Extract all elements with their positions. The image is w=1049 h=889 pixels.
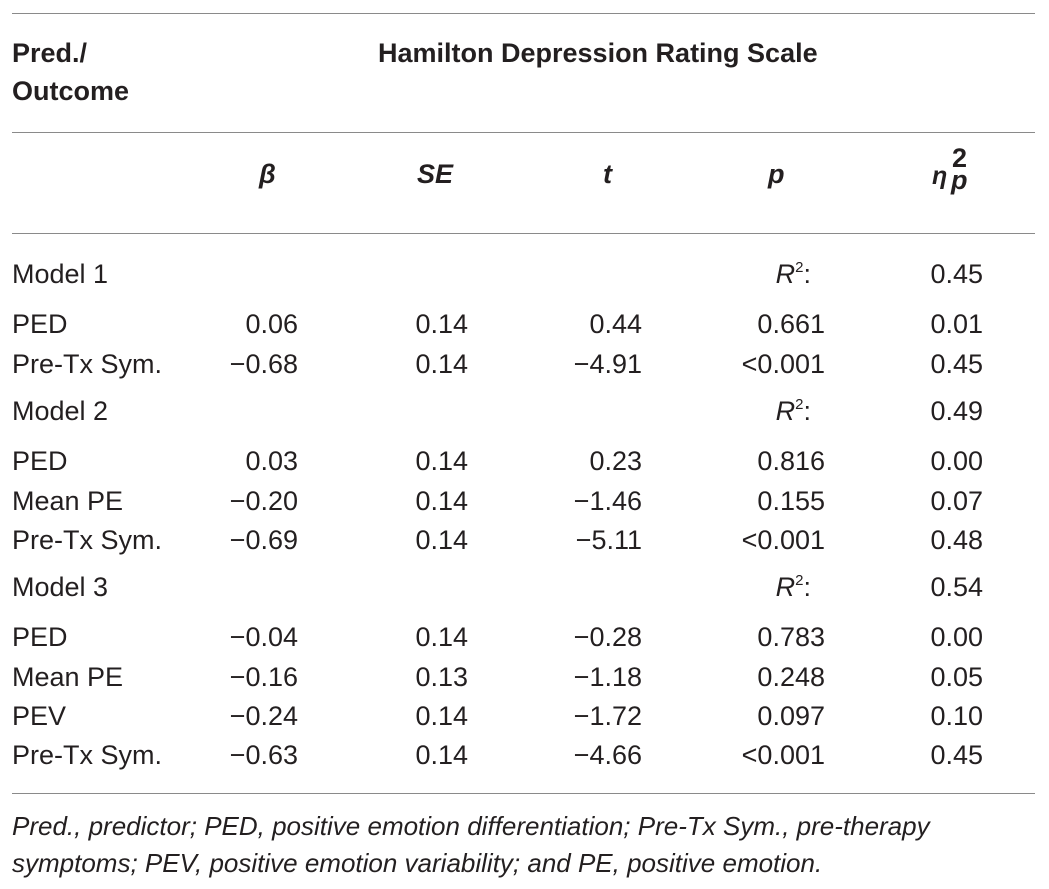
- cell-beta: −0.16: [229, 662, 298, 692]
- cell-p: 0.783: [757, 622, 825, 652]
- cell-beta: −0.69: [229, 525, 298, 555]
- cell-se: 0.14: [415, 349, 468, 379]
- cell-eta: 0.05: [930, 662, 983, 692]
- eta-superscript: 2: [952, 143, 968, 173]
- col-header-beta: β: [259, 159, 276, 189]
- r2-label: R2:: [651, 395, 811, 427]
- scale-title: Hamilton Depression Rating Scale: [378, 38, 818, 68]
- cell-eta: 0.00: [930, 446, 983, 476]
- r2-label: R2:: [651, 258, 811, 290]
- cell-p: 0.155: [757, 486, 825, 516]
- cell-t: −1.46: [573, 486, 642, 516]
- col-header-eta-squared: η 2 p: [932, 143, 982, 200]
- cell-t: 0.44: [589, 309, 642, 339]
- cell-se: 0.14: [415, 309, 468, 339]
- cell-beta: −0.24: [229, 701, 298, 731]
- eta-base: η: [932, 162, 948, 190]
- cell-eta: 0.10: [930, 701, 983, 731]
- cell-t: −1.72: [573, 701, 642, 731]
- header-rule: [12, 132, 1035, 133]
- cell-beta: −0.68: [229, 349, 298, 379]
- r2-value: 0.49: [930, 396, 983, 426]
- corner-label: Pred./ Outcome: [12, 34, 129, 110]
- r2-letter: R: [775, 572, 796, 602]
- row-predictor: Mean PE: [12, 486, 124, 516]
- cell-beta: 0.06: [245, 309, 298, 339]
- row-predictor: PED: [12, 309, 68, 339]
- r2-superscript: 2: [795, 572, 804, 589]
- r2-letter: R: [775, 396, 796, 426]
- cell-t: 0.23: [589, 446, 642, 476]
- r2-colon: :: [803, 572, 811, 602]
- row-predictor: Mean PE: [12, 662, 124, 692]
- cell-beta: −0.20: [229, 486, 298, 516]
- cell-beta: −0.63: [229, 740, 298, 770]
- cell-eta: 0.45: [930, 740, 983, 770]
- r2-value: 0.54: [930, 572, 983, 602]
- cell-eta: 0.48: [930, 525, 983, 555]
- cell-se: 0.13: [415, 662, 468, 692]
- cell-t: −4.91: [573, 349, 642, 379]
- cell-p: 0.816: [757, 446, 825, 476]
- cell-eta: 0.07: [930, 486, 983, 516]
- corner-label-line2: Outcome: [12, 76, 130, 106]
- table-footnote: Pred., predictor; PED, positive emotion …: [12, 811, 930, 878]
- cell-t: −4.66: [573, 740, 642, 770]
- cell-t: −1.18: [573, 662, 642, 692]
- eta-subscript: p: [951, 165, 968, 195]
- col-header-p: p: [768, 159, 785, 189]
- cell-p: <0.001: [741, 740, 825, 770]
- row-predictor: Pre-Tx Sym.: [12, 349, 163, 379]
- model-label: Model 2: [12, 396, 109, 426]
- row-predictor: PED: [12, 446, 68, 476]
- row-predictor: Pre-Tx Sym.: [12, 740, 163, 770]
- cell-p: <0.001: [741, 525, 825, 555]
- r2-label: R2:: [651, 571, 811, 603]
- row-predictor: Pre-Tx Sym.: [12, 525, 163, 555]
- cell-eta: 0.00: [930, 622, 983, 652]
- cell-t: −0.28: [573, 622, 642, 652]
- col-header-t: t: [603, 159, 612, 189]
- cell-eta: 0.01: [930, 309, 983, 339]
- cell-se: 0.14: [415, 740, 468, 770]
- corner-label-line1: Pred./: [12, 38, 88, 68]
- cell-se: 0.14: [415, 525, 468, 555]
- cell-p: <0.001: [741, 349, 825, 379]
- col-header-se: SE: [417, 159, 454, 189]
- cell-se: 0.14: [415, 446, 468, 476]
- model-label: Model 1: [12, 259, 109, 289]
- r2-colon: :: [803, 396, 811, 426]
- row-predictor: PED: [12, 622, 68, 652]
- top-rule: [12, 13, 1035, 14]
- cell-p: 0.097: [757, 701, 825, 731]
- cell-se: 0.14: [415, 701, 468, 731]
- cell-eta: 0.45: [930, 349, 983, 379]
- bottom-rule: [12, 793, 1035, 794]
- r2-letter: R: [775, 259, 796, 289]
- column-header-rule: [12, 233, 1035, 234]
- cell-t: −5.11: [575, 525, 642, 555]
- r2-superscript: 2: [795, 259, 804, 276]
- cell-p: 0.661: [757, 309, 825, 339]
- r2-colon: :: [803, 259, 811, 289]
- r2-value: 0.45: [930, 259, 983, 289]
- cell-beta: −0.04: [229, 622, 298, 652]
- cell-p: 0.248: [757, 662, 825, 692]
- cell-beta: 0.03: [245, 446, 298, 476]
- model-label: Model 3: [12, 572, 109, 602]
- r2-superscript: 2: [795, 396, 804, 413]
- cell-se: 0.14: [415, 622, 468, 652]
- row-predictor: PEV: [12, 701, 67, 731]
- cell-se: 0.14: [415, 486, 468, 516]
